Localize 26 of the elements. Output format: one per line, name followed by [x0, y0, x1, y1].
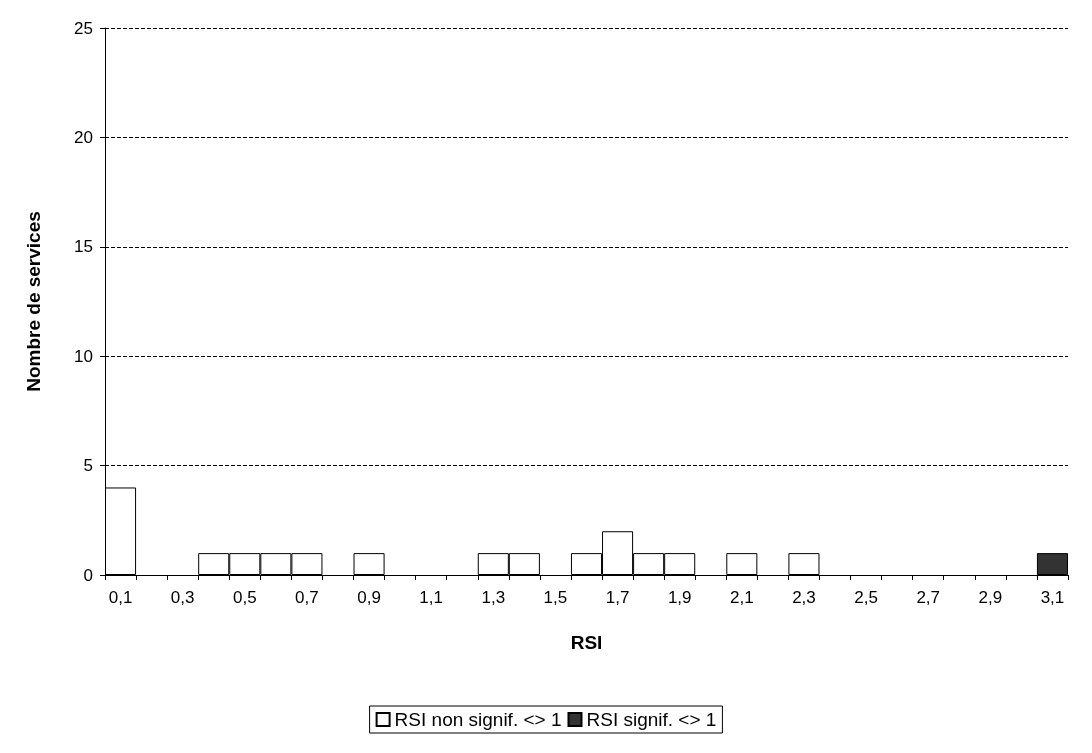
- y-axis-title: Nombre de services: [23, 211, 44, 392]
- y-tick-label: 20: [74, 127, 93, 147]
- legend-label: RSI non signif. <> 1: [394, 709, 562, 730]
- x-tick-label: 1,5: [543, 588, 568, 607]
- x-tick-label: 2,5: [854, 588, 878, 607]
- x-tick-label: 1,9: [667, 588, 692, 607]
- x-tick-label: 3,1: [1040, 588, 1065, 607]
- x-tick-label: 0,1: [108, 588, 133, 607]
- y-tick-label: 15: [74, 237, 93, 257]
- x-axis-title: RSI: [570, 632, 603, 653]
- x-tick-label: 0,3: [170, 588, 195, 607]
- y-tick-label: 0: [83, 565, 93, 585]
- x-tick-label: 1,3: [481, 588, 506, 607]
- y-tick-label: 5: [83, 456, 93, 476]
- x-tick-label: 1,7: [605, 588, 630, 607]
- x-tick-label: 2,9: [978, 588, 1003, 607]
- x-tick-label: 0,5: [232, 588, 257, 607]
- legend-label: RSI signif. <> 1: [586, 709, 717, 730]
- y-tick-label: 10: [74, 346, 93, 366]
- x-tick-label: 2,1: [730, 588, 754, 607]
- x-tick-label: 0,7: [295, 588, 319, 607]
- x-tick-label: 0,9: [357, 588, 381, 607]
- x-tick-label: 2,7: [916, 588, 941, 607]
- y-tick-label: 25: [74, 18, 93, 38]
- x-tick-label: 2,3: [792, 588, 816, 607]
- x-tick-label: 1,1: [419, 588, 443, 607]
